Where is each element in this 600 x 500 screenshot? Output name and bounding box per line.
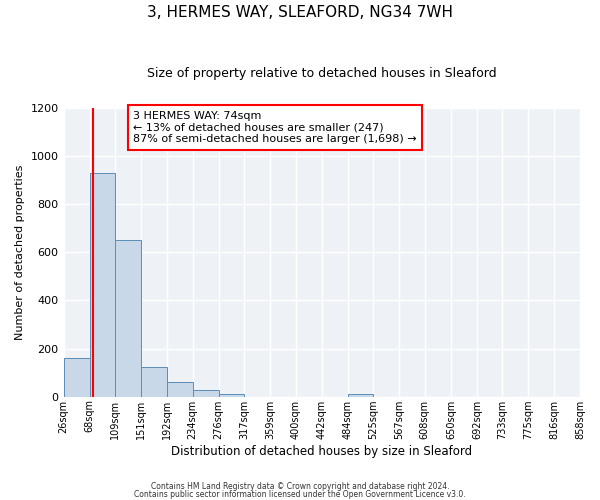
Bar bbox=[193, 390, 219, 396]
Title: Size of property relative to detached houses in Sleaford: Size of property relative to detached ho… bbox=[147, 68, 497, 80]
Text: Contains public sector information licensed under the Open Government Licence v3: Contains public sector information licen… bbox=[134, 490, 466, 499]
Text: 3, HERMES WAY, SLEAFORD, NG34 7WH: 3, HERMES WAY, SLEAFORD, NG34 7WH bbox=[147, 5, 453, 20]
Bar bbox=[348, 394, 373, 396]
Text: 3 HERMES WAY: 74sqm
← 13% of detached houses are smaller (247)
87% of semi-detac: 3 HERMES WAY: 74sqm ← 13% of detached ho… bbox=[133, 111, 417, 144]
Bar bbox=[115, 240, 141, 396]
Bar bbox=[89, 173, 115, 396]
Bar bbox=[141, 366, 167, 396]
Bar bbox=[219, 394, 244, 396]
Text: Contains HM Land Registry data © Crown copyright and database right 2024.: Contains HM Land Registry data © Crown c… bbox=[151, 482, 449, 491]
Bar bbox=[167, 382, 193, 396]
Bar bbox=[64, 358, 89, 397]
X-axis label: Distribution of detached houses by size in Sleaford: Distribution of detached houses by size … bbox=[171, 444, 472, 458]
Y-axis label: Number of detached properties: Number of detached properties bbox=[15, 164, 25, 340]
